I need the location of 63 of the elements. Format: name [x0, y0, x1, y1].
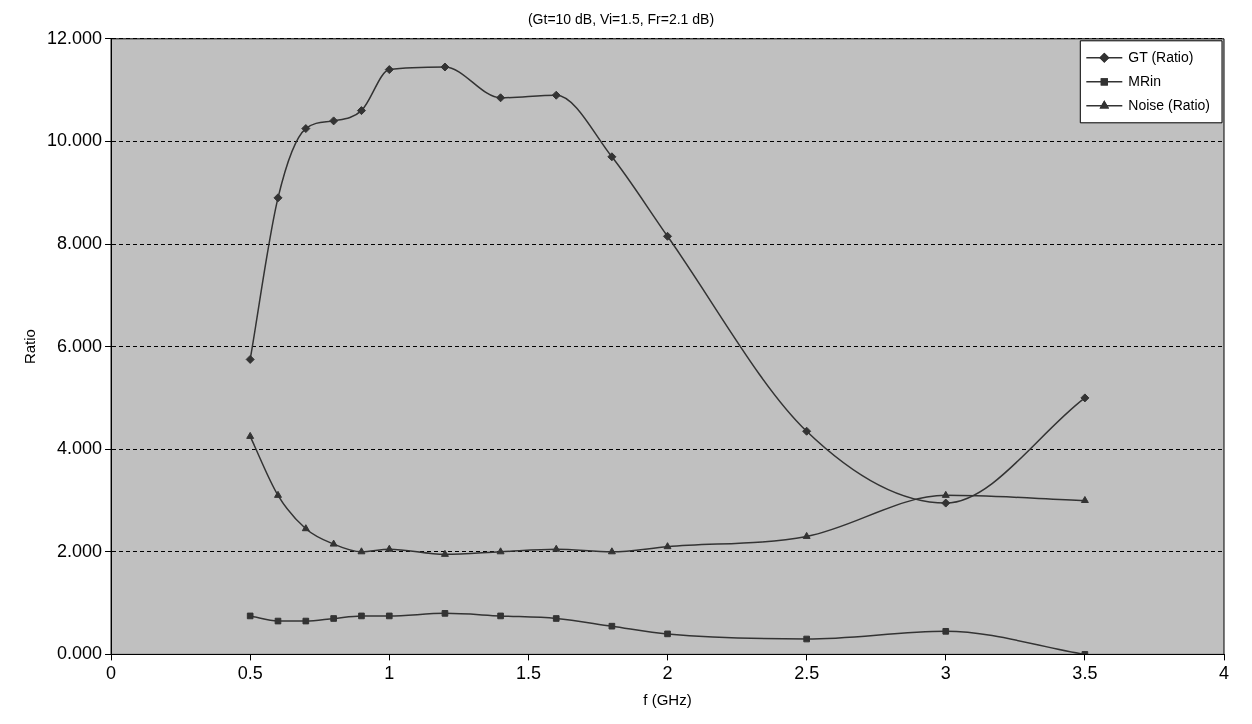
point: [246, 612, 254, 620]
point: [942, 627, 950, 635]
point: [607, 547, 616, 555]
point: [329, 116, 339, 126]
x-tick-label: 2: [662, 663, 673, 684]
point: [385, 544, 394, 552]
x-tick-label: 1.5: [515, 663, 541, 684]
y-tick-label: 10.000: [46, 130, 103, 151]
point: [301, 524, 310, 532]
point: [358, 612, 365, 620]
point: [440, 62, 450, 72]
point: [440, 549, 449, 557]
x-tick-label: 3.5: [1072, 663, 1098, 684]
point: [301, 124, 311, 134]
legend-label: Noise (Ratio): [1128, 96, 1211, 113]
point: [274, 490, 282, 498]
chart-title: (Gt=10 dB, Vi=1.5, Fr=2.1 dB): [527, 11, 715, 28]
x-axis-title: f (GHz): [643, 691, 692, 709]
x-tick-label: 0.5: [237, 663, 263, 684]
point: [663, 542, 672, 550]
y-tick-label: 2.000: [57, 540, 103, 561]
point: [384, 65, 394, 75]
point: [607, 152, 617, 162]
point: [357, 547, 366, 555]
point: [941, 490, 950, 498]
x-tick-label: 2.5: [794, 663, 820, 684]
y-axis-title: Ratio: [21, 329, 39, 365]
legend-label: MRin: [1128, 72, 1161, 89]
y-tick-label: 8.000: [57, 232, 103, 253]
point: [1080, 393, 1090, 403]
point: [608, 622, 616, 630]
point: [803, 635, 810, 643]
point: [356, 106, 366, 116]
point: [496, 93, 506, 103]
x-tick-label: 1: [384, 663, 395, 684]
x-tick-label: 0: [106, 663, 117, 684]
x-tick-label: 3: [940, 663, 951, 684]
point: [441, 610, 449, 617]
point: [273, 193, 283, 203]
x-tick-label: 4: [1218, 663, 1230, 684]
point: [1080, 496, 1089, 503]
point: [330, 615, 337, 622]
point: [245, 354, 255, 364]
point: [552, 544, 561, 552]
point: [496, 547, 505, 555]
point: [663, 231, 673, 241]
point: [802, 426, 812, 436]
point: [302, 617, 310, 625]
point: [274, 617, 282, 625]
point: [802, 531, 811, 539]
y-tick-label: 4.000: [57, 438, 103, 459]
y-tick-label: 6.000: [57, 335, 103, 356]
point: [551, 90, 561, 100]
point: [552, 615, 560, 622]
point: [941, 498, 951, 508]
point: [497, 612, 504, 620]
legend-label: GT (Ratio): [1128, 48, 1194, 65]
y-tick-label: 0.000: [57, 643, 103, 664]
point: [664, 630, 671, 638]
point: [246, 431, 255, 439]
point: [385, 612, 393, 620]
point: [329, 539, 338, 547]
y-tick-label: 12.000: [46, 27, 103, 48]
